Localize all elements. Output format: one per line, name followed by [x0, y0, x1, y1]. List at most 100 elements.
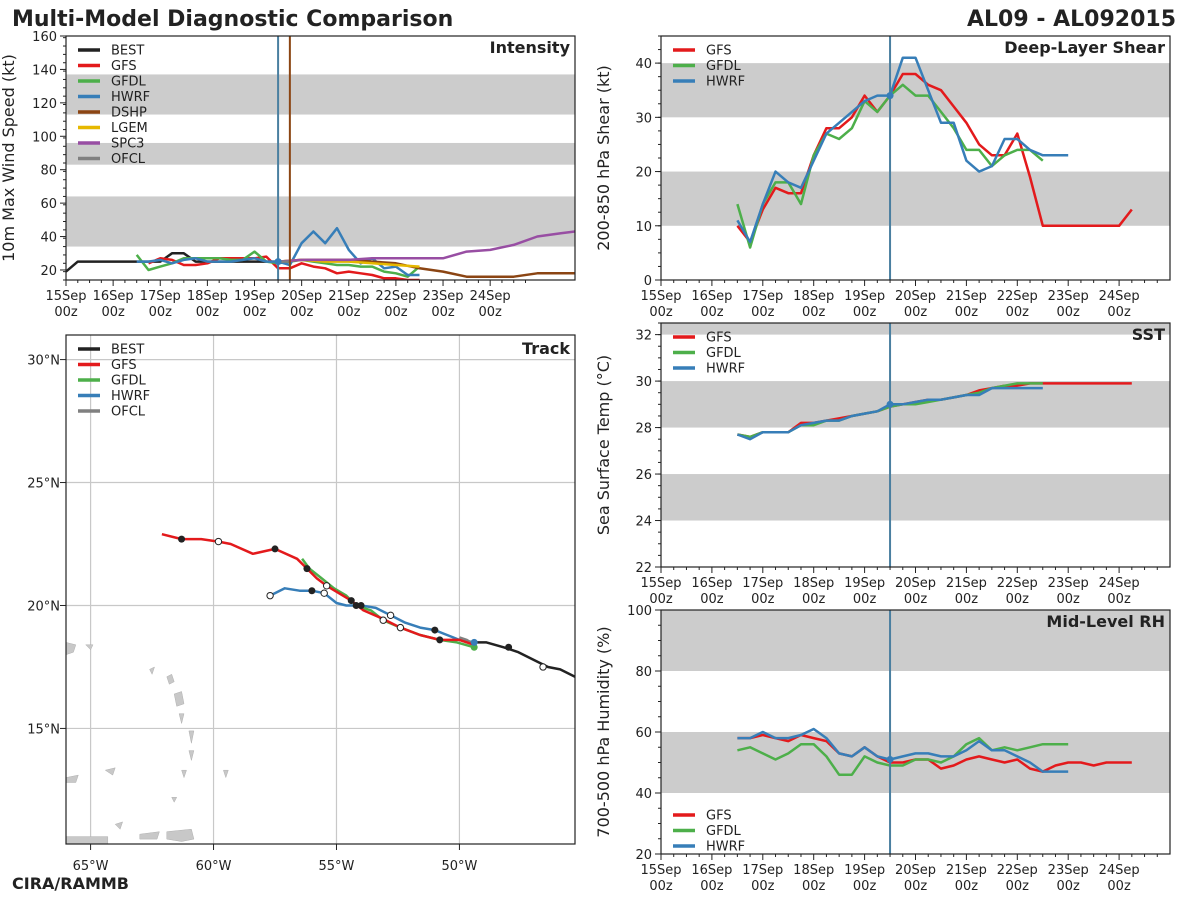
x-tick-hour: 00z	[243, 305, 267, 320]
x-tick-day: 18Sep	[187, 289, 228, 304]
legend-label-hwrf: HWRF	[706, 75, 745, 90]
series-hwrf	[737, 727, 1069, 773]
x-tick-day: 20Sep	[895, 289, 936, 304]
y-tick-label: 40	[40, 231, 57, 246]
x-tick-label: 24Sep 00z	[1099, 289, 1140, 320]
x-tick-label: 15Sep 00z	[640, 863, 681, 894]
y-tick-label: 20	[635, 848, 652, 863]
y-tick-label: 120	[32, 97, 57, 112]
x-tick-label: 20Sep 00z	[895, 863, 936, 894]
current-position-marker	[470, 638, 478, 646]
lon-tick-label: 55°W	[319, 859, 355, 874]
x-tick-label: 23Sep 00z	[1048, 863, 1089, 894]
x-tick-hour: 00z	[1057, 879, 1081, 894]
y-tick-label: 160	[32, 30, 57, 45]
track-marker-12z	[539, 663, 547, 671]
x-tick-label: 22Sep 00z	[997, 289, 1038, 320]
x-tick-label: 19Sep 00z	[844, 289, 885, 320]
legend-label-gfs: GFS	[111, 358, 137, 373]
legend-label-hwrf: HWRF	[706, 840, 745, 855]
x-tick-day: 18Sep	[793, 289, 834, 304]
legend-label-best: BEST	[111, 44, 144, 59]
x-tick-hour: 00z	[478, 305, 502, 320]
threshold-band	[66, 74, 575, 115]
series-group	[737, 727, 1132, 776]
track-marker-12z	[214, 537, 223, 546]
plot-frame	[660, 35, 1171, 281]
y-tick-label: 60	[40, 197, 57, 212]
y-tick-label: 10	[635, 220, 652, 235]
x-tick-label: 16Sep 00z	[93, 289, 134, 320]
x-tick-label: 18Sep 00z	[793, 289, 834, 320]
island-shape	[85, 644, 94, 651]
track-marker-12z	[386, 611, 395, 620]
x-tick-day: 24Sep	[470, 289, 511, 304]
track-gfdl	[301, 558, 475, 649]
x-tick-hour: 00z	[853, 879, 877, 894]
x-tick-label: 19Sep 00z	[234, 289, 275, 320]
map-frame	[65, 334, 576, 845]
y-tick-label: 40	[635, 787, 652, 802]
island-shape	[166, 673, 175, 685]
x-tick-hour: 00z	[751, 879, 775, 894]
track-marker-12z	[379, 616, 387, 624]
y-tick-label: 80	[635, 665, 652, 680]
x-tick-day: 15Sep	[640, 576, 681, 591]
x-tick-hour: 00z	[196, 305, 220, 320]
x-tick-hour: 00z	[853, 305, 877, 320]
x-tick-day: 21Sep	[946, 289, 987, 304]
x-tick-hour: 00z	[101, 305, 125, 320]
legend-label-gfdl: GFDL	[706, 346, 742, 361]
x-tick-day: 24Sep	[1099, 576, 1140, 591]
x-tick-label: 21Sep 00z	[946, 289, 987, 320]
y-tick-label: 80	[40, 164, 57, 179]
track-hwrf	[269, 587, 475, 644]
x-tick-label: 21Sep 00z	[946, 863, 987, 894]
legend-label-dshp: DSHP	[111, 106, 147, 121]
y-axis-title: 200-850 hPa Shear (kt)	[594, 65, 613, 251]
x-tick-day: 15Sep	[45, 289, 86, 304]
x-tick-hour: 00z	[700, 305, 724, 320]
x-tick-label: 22Sep 00z	[375, 289, 416, 320]
y-tick-label: 100	[32, 130, 57, 145]
island-shape	[66, 774, 79, 783]
y-axis: 0 10 20 30 40	[635, 35, 661, 289]
x-tick-label: 24Sep 00z	[1099, 576, 1140, 607]
x-tick-hour: 00z	[802, 305, 826, 320]
x-tick-hour: 00z	[751, 592, 775, 607]
island-shape	[188, 750, 195, 761]
x-tick-day: 23Sep	[1048, 576, 1089, 591]
island-shape	[66, 836, 109, 844]
x-tick-day: 16Sep	[691, 576, 732, 591]
x-tick-label: 24Sep 00z	[1099, 863, 1140, 894]
legend-label-ofcl: OFCL	[111, 152, 146, 167]
x-tick-hour: 00z	[1057, 305, 1081, 320]
x-tick-label: 23Sep 00z	[1048, 576, 1089, 607]
current-position-marker	[470, 643, 478, 651]
lon-tick-label: 65°W	[73, 859, 109, 874]
x-tick-label: 22Sep 00z	[997, 863, 1038, 894]
legend-label-gfs: GFS	[706, 44, 732, 59]
series-gfs	[736, 72, 1133, 244]
panel-title: Track	[522, 339, 570, 358]
x-tick-day: 24Sep	[1099, 863, 1140, 878]
x-tick-label: 15Sep 00z	[640, 576, 681, 607]
x-tick-hour: 00z	[802, 592, 826, 607]
x-tick-day: 19Sep	[844, 576, 885, 591]
map-area	[66, 335, 575, 844]
x-tick-label: 20Sep 00z	[895, 289, 936, 320]
x-tick-hour: 00z	[1006, 305, 1030, 320]
x-tick-day: 15Sep	[640, 863, 681, 878]
threshold-band	[661, 171, 1170, 226]
legend-label-gfs: GFS	[706, 809, 732, 824]
series-hwrf	[736, 56, 1069, 244]
x-tick-label: 16Sep 00z	[691, 289, 732, 320]
x-tick-day: 20Sep	[895, 863, 936, 878]
y-axis: 20 40 60 80 100	[627, 604, 661, 863]
x-tick-hour: 00z	[1006, 879, 1030, 894]
